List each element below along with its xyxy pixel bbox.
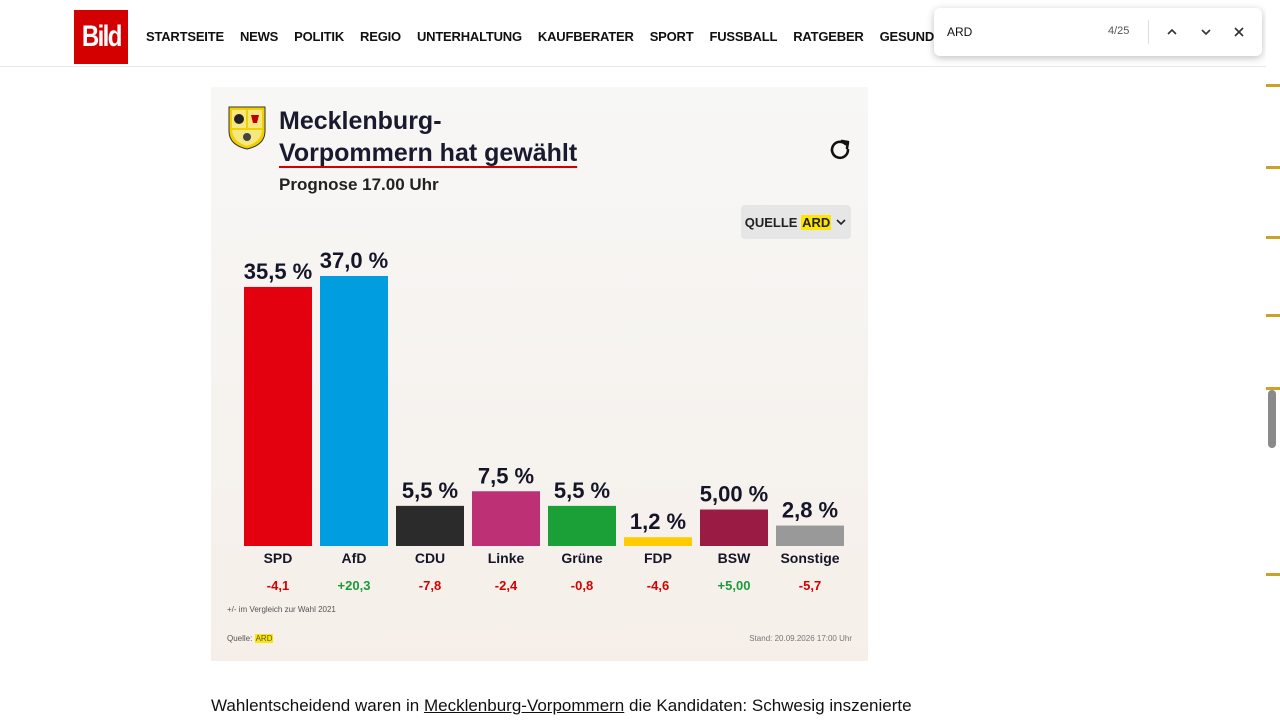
bar-linke <box>472 491 540 546</box>
bar-fdp <box>624 537 692 546</box>
change-label-gr-ne: -0,8 <box>571 578 593 593</box>
nav-item-kaufberater[interactable]: KAUFBERATER <box>537 29 634 44</box>
category-label-linke: Linke <box>488 550 525 566</box>
value-label-fdp: 1,2 % <box>630 509 686 534</box>
find-match-count: 4/25 <box>1108 25 1130 37</box>
bar-spd <box>244 286 312 546</box>
source-footer-value: ARD <box>254 634 274 643</box>
card-title: Mecklenburg- Vorpommern hat gewählt <box>279 105 659 169</box>
article-link[interactable]: Mecklenburg-Vorpommern <box>423 696 625 715</box>
state-crest-icon <box>228 106 266 150</box>
bar-sonstige <box>776 525 844 546</box>
value-label-cdu: 5,5 % <box>402 478 458 503</box>
value-label-sonstige: 2,8 % <box>782 498 838 523</box>
bar-bsw <box>700 509 768 546</box>
election-result-card: Mecklenburg- Vorpommern hat gewählt Prog… <box>211 87 868 661</box>
card-subtitle: Prognose 17.00 Uhr <box>279 175 439 194</box>
nav-item-ratgeber[interactable]: RATGEBER <box>793 29 864 44</box>
scrollbar-track[interactable] <box>1266 0 1280 720</box>
change-label-cdu: -7,8 <box>419 578 441 593</box>
find-input[interactable]: ARD <box>947 25 973 39</box>
value-label-spd: 35,5 % <box>244 259 313 284</box>
chevron-down-icon <box>836 219 846 226</box>
find-marker <box>1266 84 1280 87</box>
chevron-up-icon <box>1167 28 1177 35</box>
bar-afd <box>320 276 388 546</box>
article-text-suffix: die Kandidaten: Schwesig inszenierte <box>624 696 912 715</box>
find-marker <box>1266 236 1280 239</box>
change-label-sonstige: -5,7 <box>799 578 821 593</box>
scrollbar-thumb[interactable] <box>1268 390 1276 448</box>
find-marker <box>1266 314 1280 317</box>
close-icon <box>1234 27 1244 37</box>
chevron-down-icon <box>1201 29 1211 36</box>
find-next-button[interactable] <box>1196 22 1216 42</box>
source-footer: Quelle: ARD <box>227 634 274 643</box>
card-title-line2: Vorpommern hat gewählt <box>279 139 578 167</box>
bar-gr-ne <box>548 505 616 546</box>
nav-item-fussball[interactable]: FUSSBALL <box>709 29 778 44</box>
value-label-bsw: 5,00 % <box>700 482 769 507</box>
nav-item-news[interactable]: NEWS <box>239 29 279 44</box>
find-divider <box>1148 20 1149 44</box>
value-label-gr-ne: 5,5 % <box>554 478 610 503</box>
category-label-bsw: BSW <box>718 550 751 566</box>
change-label-spd: -4,1 <box>267 578 289 593</box>
find-bar: ARD 4/25 <box>934 8 1262 56</box>
value-label-linke: 7,5 % <box>478 463 534 488</box>
nav-item-unterhaltung[interactable]: UNTERHALTUNG <box>416 29 522 44</box>
logo-text: Bild <box>81 20 123 53</box>
nav-items: STARTSEITE NEWS POLITIK REGIO UNTERHALTUNG KA… <box>146 29 1108 44</box>
find-previous-button[interactable] <box>1162 22 1182 42</box>
nav-item-startseite[interactable]: STARTSEITE <box>146 29 224 44</box>
change-label-linke: -2,4 <box>495 578 518 593</box>
card-title-line1: Mecklenburg- <box>279 107 442 135</box>
find-marker <box>1266 166 1280 169</box>
bild-logo[interactable]: Bild <box>74 10 128 64</box>
comparison-note: +/- im Vergleich zur Wahl 2021 <box>227 605 336 614</box>
category-label-cdu: CDU <box>415 550 445 566</box>
nav-item-sport[interactable]: SPORT <box>649 29 694 44</box>
find-close-button[interactable] <box>1229 22 1249 42</box>
refresh-icon[interactable] <box>827 137 853 163</box>
article-text-prefix: Wahlentscheidend waren in <box>211 696 424 715</box>
change-label-afd: +20,3 <box>338 578 371 593</box>
article-paragraph: Wahlentscheidend waren in Mecklenburg-Vo… <box>211 696 912 716</box>
category-label-fdp: FDP <box>644 550 672 566</box>
bar-cdu <box>396 505 464 546</box>
nav-item-politik[interactable]: POLITIK <box>294 29 345 44</box>
change-label-fdp: -4,6 <box>647 578 669 593</box>
nav-item-regio[interactable]: REGIO <box>360 29 401 44</box>
source-value: ARD <box>801 214 832 230</box>
category-label-sonstige: Sonstige <box>780 550 839 566</box>
category-label-afd: AfD <box>342 550 367 566</box>
find-marker <box>1266 573 1280 576</box>
change-label-bsw: +5,00 <box>718 578 751 593</box>
category-label-spd: SPD <box>264 550 293 566</box>
source-footer-label: Quelle: <box>227 634 253 643</box>
results-bar-chart: 35,5 % SPD -4,1 37,0 % AfD +20,3 5,5 % CDU -7,8 7… <box>244 248 844 593</box>
find-marker <box>1266 387 1280 390</box>
source-label: QUELLE <box>744 214 798 230</box>
source-dropdown[interactable]: QUELLE ARD <box>741 205 851 239</box>
value-label-afd: 37,0 % <box>320 248 389 273</box>
category-label-gr-ne: Grüne <box>561 550 602 566</box>
timestamp: Stand: 20.09.2026 17:00 Uhr <box>749 634 852 643</box>
